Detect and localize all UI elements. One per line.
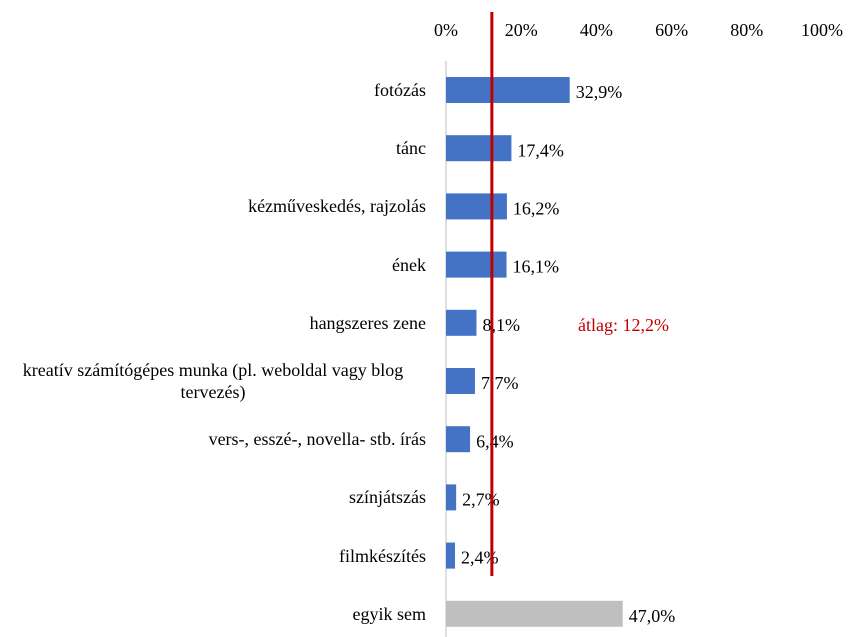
x-tick-label: 0% <box>434 20 458 40</box>
bar <box>446 426 471 453</box>
category-text: egyik sem <box>352 603 427 624</box>
bar <box>446 600 623 627</box>
category-label: színjátszás <box>0 486 426 508</box>
category-label: vers-, esszé-, novella- stb. írás <box>0 428 426 450</box>
category-text: vers-, esszé-, novella- stb. írás <box>208 429 426 450</box>
value-label: 8,1% <box>482 315 520 335</box>
value-label: 2,4% <box>461 548 499 568</box>
category-label: egyik sem <box>0 603 427 625</box>
x-tick-label: 80% <box>730 20 763 40</box>
category-text: fotózás <box>374 80 426 100</box>
x-tick-label: 100% <box>801 20 843 40</box>
reference-label: átlag: 12,2% <box>578 315 669 335</box>
category-text: hangszeres zene <box>309 312 426 333</box>
bar <box>446 484 457 511</box>
value-label: 6,4% <box>476 431 513 451</box>
bar <box>446 77 570 103</box>
bar <box>446 135 512 162</box>
x-tick-label: 60% <box>655 20 688 40</box>
bar <box>446 368 475 394</box>
category-text: kreatív számítógépes munka (pl. weboldal… <box>22 360 404 402</box>
bar <box>446 309 477 336</box>
category-label: fotózás <box>0 79 426 101</box>
category-text: filmkészítés <box>339 545 426 566</box>
category-text: kézműveskedés, rajzolás <box>248 196 426 217</box>
category-label: kézműveskedés, rajzolás <box>0 195 426 217</box>
category-label: filmkészítés <box>0 545 426 567</box>
category-text: ének <box>392 254 426 275</box>
value-label: 16,2% <box>513 199 560 219</box>
x-tick-label: 40% <box>580 20 613 40</box>
category-label: ének <box>0 254 426 276</box>
category-label: kreatív számítógépes munka (pl. weboldal… <box>0 359 426 403</box>
value-label: 16,1% <box>513 257 560 277</box>
value-label: 32,9% <box>576 82 623 102</box>
bar <box>446 542 456 569</box>
value-label: 47,0% <box>629 606 676 626</box>
category-label: hangszeres zene <box>0 312 426 334</box>
bar <box>446 193 507 220</box>
value-label: 2,7% <box>462 490 500 510</box>
value-label: 7,7% <box>481 373 519 393</box>
bar <box>446 251 507 278</box>
x-tick-label: 20% <box>505 20 538 40</box>
category-label: tánc <box>0 137 426 159</box>
value-label: 17,4% <box>517 140 564 160</box>
category-text: tánc <box>396 138 426 159</box>
category-text: színjátszás <box>349 487 426 508</box>
